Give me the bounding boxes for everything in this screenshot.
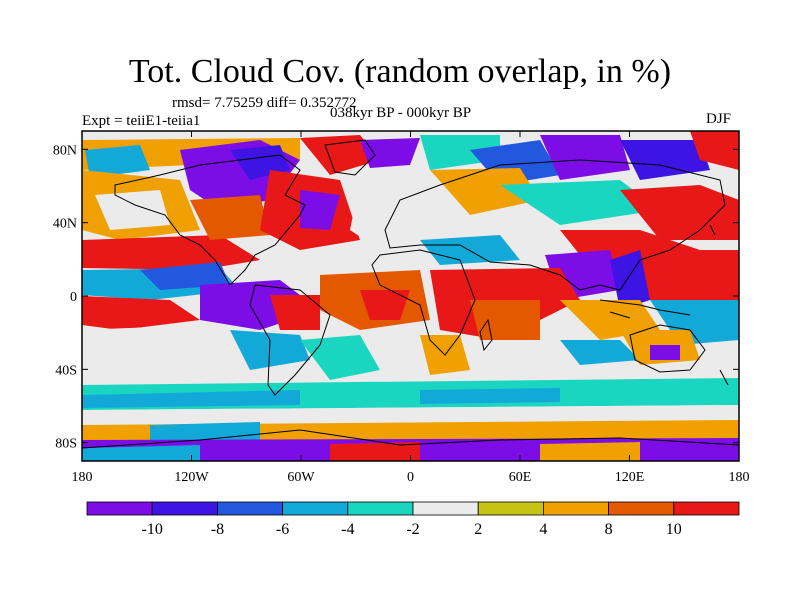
- field-patch: [420, 235, 520, 265]
- colorbar-label: -2: [406, 521, 419, 538]
- north-america-coast: [114, 154, 306, 286]
- field-patch: [270, 295, 320, 330]
- field-patch: [500, 180, 660, 225]
- season-label: DJF: [706, 111, 732, 127]
- field-patch: [82, 445, 200, 461]
- cloud-anomaly-field: [82, 131, 739, 461]
- field-patch: [82, 390, 300, 408]
- islands-coast: [709, 224, 729, 386]
- field-patch: [690, 131, 739, 170]
- lon-tick-label: 180: [729, 470, 750, 485]
- eurasia-coast: [384, 159, 726, 291]
- plot-title: Tot. Cloud Cov. (random overlap, in %): [128, 53, 672, 90]
- field-patch: [360, 290, 410, 320]
- field-patch: [350, 175, 450, 250]
- colorbar-label: 4: [539, 521, 547, 538]
- madagascar-coast: [479, 318, 493, 352]
- colorbar-label: -10: [142, 521, 163, 538]
- field-patch: [82, 296, 200, 330]
- colorbar-swatch: [412, 501, 479, 516]
- field-patch: [82, 325, 230, 360]
- colorbar-swatch: [282, 501, 349, 516]
- field-patch: [85, 145, 150, 178]
- lat-tick-label: 80N: [53, 143, 77, 158]
- field-patch: [190, 195, 270, 240]
- colorbar-label: 8: [605, 521, 613, 538]
- field-patch: [650, 345, 680, 360]
- field-patch: [330, 442, 420, 461]
- lat-tick-label: 40S: [55, 363, 77, 378]
- field-patch: [610, 250, 650, 310]
- field-patch: [560, 340, 640, 365]
- rmsd-stats: rmsd= 7.75259 diff= 0.352772: [172, 95, 357, 111]
- colorbar-swatch: [86, 501, 153, 516]
- period-label: 038kyr BP - 000kyr BP: [330, 105, 472, 121]
- field-patch: [540, 442, 640, 461]
- australia-coast: [629, 324, 706, 373]
- colorbar-swatch: [543, 501, 610, 516]
- field-patch: [470, 300, 540, 340]
- lat-tick-label: 0: [70, 290, 77, 305]
- lon-tick-label: 120E: [615, 470, 645, 485]
- colorbar-swatch: [477, 501, 544, 516]
- colorbar-label: -4: [341, 521, 354, 538]
- field-patch: [420, 388, 560, 404]
- field-patch: [540, 135, 630, 180]
- lat-tick-label: 40N: [53, 217, 77, 232]
- colorbar-swatch: [608, 501, 675, 516]
- antarctica-coast: [82, 429, 739, 449]
- lat-axis: 80N 40N 0 40S 80S: [53, 143, 739, 452]
- colorbar-swatch: [216, 501, 283, 516]
- lon-tick-label: 120W: [174, 470, 209, 485]
- field-patch: [560, 230, 739, 300]
- experiment-label: Expt = teiiE1-teiia1: [82, 113, 201, 129]
- colorbar-swatch: [347, 501, 414, 516]
- field-patch: [300, 135, 380, 175]
- field-patch: [430, 168, 540, 215]
- colorbar-label: -8: [211, 521, 224, 538]
- field-patch: [140, 262, 230, 290]
- field-patch: [620, 140, 710, 180]
- field-patch: [620, 185, 739, 240]
- lon-tick-label: 60E: [509, 470, 532, 485]
- lon-tick-label: 0: [407, 470, 414, 485]
- field-patch: [300, 190, 340, 230]
- south-america-coast: [249, 284, 331, 396]
- africa-coast: [371, 249, 476, 356]
- colorbar-label: -6: [276, 521, 289, 538]
- colorbar-label: 10: [666, 521, 682, 538]
- colorbar: -10 -8 -6 -4 -2 2 4 8 10: [86, 501, 740, 538]
- lat-tick-label: 80S: [55, 437, 77, 452]
- coastlines: [82, 139, 739, 449]
- colorbar-swatch: [673, 501, 740, 516]
- lon-tick-label: 180: [72, 470, 93, 485]
- lon-tick-label: 60W: [287, 470, 315, 485]
- field-patch: [360, 138, 420, 168]
- colorbar-label: 2: [474, 521, 482, 538]
- field-patch: [95, 190, 170, 230]
- field-patch: [650, 300, 739, 345]
- indonesia-coast: [599, 299, 691, 319]
- lon-axis: 180 120W 60W 0 60E 120E 180: [72, 131, 750, 485]
- field-patch: [300, 335, 380, 380]
- greenland-coast: [324, 139, 376, 176]
- colorbar-swatch: [151, 501, 218, 516]
